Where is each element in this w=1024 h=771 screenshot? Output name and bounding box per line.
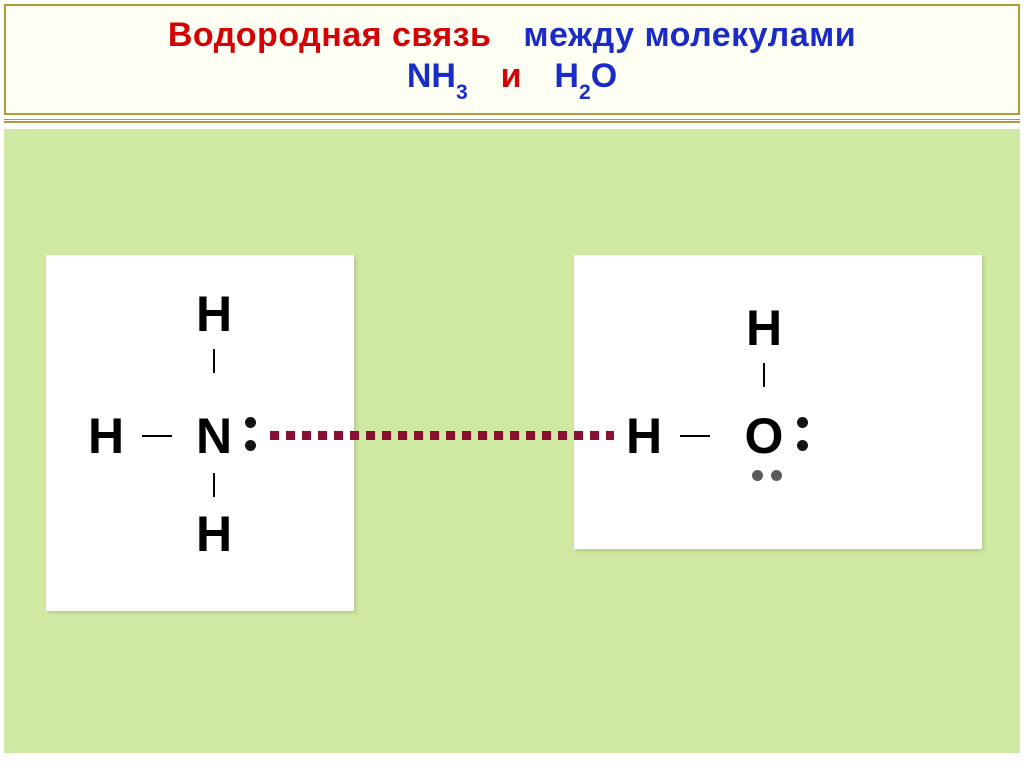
- bond-horizontal-h2o: [680, 435, 710, 437]
- h2o-o: O: [591, 57, 617, 95]
- atom-O: O: [742, 411, 786, 461]
- conjunction: и: [501, 57, 522, 95]
- title-panel: Водородная связь между молекулами NH3 и …: [4, 4, 1020, 115]
- electron-dot: [245, 417, 256, 428]
- formula-h2o: H2O: [554, 57, 617, 95]
- atom-N: N: [192, 411, 236, 461]
- atom-H-top-h2o: H: [742, 303, 786, 353]
- title-line-2: NH3 и H2O: [14, 57, 1010, 101]
- hydrogen-bond-dotted: [270, 431, 614, 440]
- electron-dot: [771, 470, 782, 481]
- bond-horizontal-nh3: [142, 435, 172, 437]
- electron-dot: [752, 470, 763, 481]
- electron-dot: [245, 440, 256, 451]
- lone-pair-O-right: [794, 417, 810, 451]
- bond-vertical-h2o: [763, 363, 765, 387]
- atom-H-left-h2o: H: [622, 411, 666, 461]
- title-line-1: Водородная связь между молекулами: [14, 16, 1010, 55]
- diagram-canvas: H H N H H H O: [4, 129, 1020, 753]
- atom-H-top-nh3: H: [192, 289, 236, 339]
- bond-vertical-2-nh3: [213, 473, 215, 497]
- title-red: Водородная связь: [168, 16, 492, 54]
- nh3-sub: 3: [456, 81, 468, 104]
- separator-rule: [4, 119, 1020, 123]
- formula-nh3: NH3: [407, 57, 477, 95]
- h2o-sub: 2: [579, 81, 591, 104]
- electron-dot: [797, 440, 808, 451]
- bond-vertical-1-nh3: [213, 349, 215, 373]
- nh3-text: NH: [407, 57, 456, 95]
- title-blue: между молекулами: [523, 16, 856, 54]
- lone-pair-O-bottom: [752, 469, 782, 483]
- h2o-h: H: [554, 57, 579, 95]
- atom-H-bottom-nh3: H: [192, 509, 236, 559]
- atom-H-left-nh3: H: [84, 411, 128, 461]
- lone-pair-N: [242, 417, 258, 451]
- molecule-panel-h2o: [574, 255, 982, 549]
- electron-dot: [797, 417, 808, 428]
